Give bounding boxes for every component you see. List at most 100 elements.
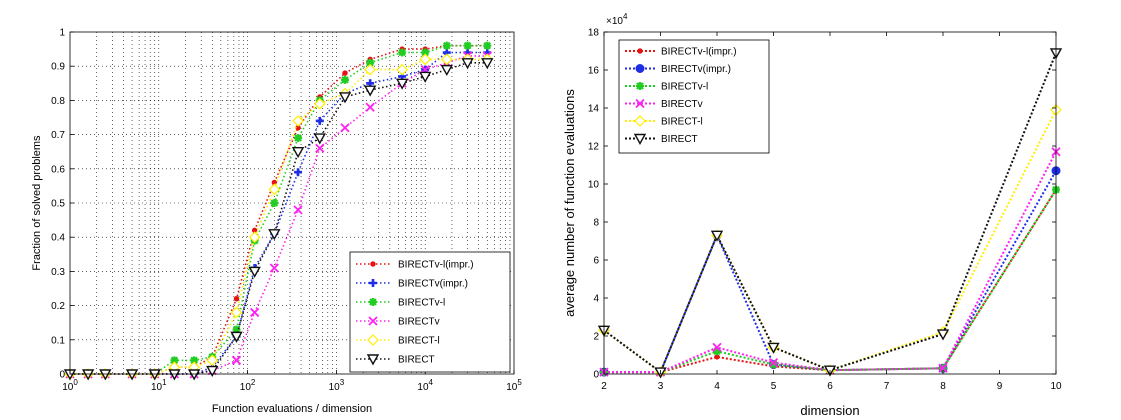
right-x-tick-label: 2 xyxy=(601,381,607,392)
right-legend-marker xyxy=(634,115,646,127)
left-y-tick-label: 0.7 xyxy=(51,130,65,141)
right-x-tick-label: 7 xyxy=(884,381,890,392)
right-x-tick-label: 3 xyxy=(658,381,664,392)
left-y-tick-label: 0.3 xyxy=(51,267,65,278)
left-y-tick-label: 0.6 xyxy=(51,164,65,175)
left-data-point xyxy=(248,266,261,278)
left-data-point xyxy=(233,296,240,302)
left-data-point xyxy=(396,63,408,76)
right-legend-entry: BIRECTv-l xyxy=(661,82,708,93)
left-data-point xyxy=(293,205,303,215)
right-y-multiplier: ×104 xyxy=(606,12,628,27)
left-data-point xyxy=(440,64,453,77)
right-y-tick-label: 2 xyxy=(593,332,599,343)
left-y-tick-label: 0.9 xyxy=(51,62,65,73)
right-data-point xyxy=(712,342,722,353)
right-y-tick-label: 0 xyxy=(593,370,599,381)
chart-right-average-evaluations: 0 2 4 6 8 10 12 14 16 18 2 3 4 5 6 7 8 9 10 ×104 dimension… xyxy=(560,0,1121,420)
left-data-point xyxy=(364,63,377,76)
left-series-line xyxy=(70,44,488,375)
left-legend-marker xyxy=(366,354,380,366)
left-legend-marker xyxy=(367,334,379,346)
left-data-point xyxy=(315,116,324,125)
left-data-point xyxy=(268,229,281,241)
left-data-point xyxy=(270,199,279,207)
left-data-point xyxy=(366,58,375,67)
right-legend-marker xyxy=(633,133,647,145)
right-x-tick-label: 8 xyxy=(940,381,946,392)
left-data-point xyxy=(125,369,139,381)
left-data-point xyxy=(81,369,95,381)
left-y-tick-label: 0.4 xyxy=(51,233,65,244)
left-data-point xyxy=(291,147,305,159)
left-data-point xyxy=(342,70,348,76)
left-data-point xyxy=(206,365,219,378)
left-data-point xyxy=(230,306,243,319)
left-data-point xyxy=(463,41,472,50)
right-data-point xyxy=(767,342,780,354)
right-data-point xyxy=(713,347,721,356)
left-data-point xyxy=(294,168,303,177)
left-data-point xyxy=(206,354,219,367)
left-y-tick-label: 0.5 xyxy=(51,199,65,210)
right-x-tick-label: 10 xyxy=(1050,381,1062,392)
chart-left-performance-profile: 0 0.1 0.2 0.3 0.4 0.5 0.6 0.7 0.8 0.9 1 100 101 102 10… xyxy=(0,0,560,420)
left-data-point xyxy=(442,41,451,50)
left-data-point xyxy=(99,369,112,381)
right-y-tick-label: 4 xyxy=(593,294,599,305)
right-x-tick-label: 5 xyxy=(771,381,777,392)
left-data-point xyxy=(440,53,453,66)
left-data-point xyxy=(232,325,241,334)
left-legend-marker xyxy=(368,316,378,326)
left-legend-entry: BIRECTv-l(impr.) xyxy=(398,260,474,271)
left-legend-entry: BIRECTv xyxy=(398,317,440,328)
left-data-point xyxy=(230,331,243,343)
right-data-point xyxy=(936,329,950,341)
left-data-point xyxy=(481,58,494,70)
left-data-point xyxy=(269,263,279,273)
left-y-tick-label: 0.1 xyxy=(51,335,65,346)
right-y-tick-label: 12 xyxy=(588,142,600,153)
right-data-point xyxy=(769,360,778,369)
left-series-line xyxy=(70,51,488,375)
left-data-point xyxy=(338,92,352,104)
right-data-point xyxy=(938,363,948,373)
left-data-point xyxy=(421,48,430,57)
left-data-point xyxy=(148,369,161,381)
left-y-tick-label: 0 xyxy=(59,370,65,381)
left-y-axis-label: Fraction of solved problems xyxy=(31,135,43,271)
right-y-tick-label: 10 xyxy=(588,180,600,191)
right-x-tick-label: 6 xyxy=(827,381,833,392)
left-y-tick-label: 0.8 xyxy=(51,96,65,107)
left-legend-marker xyxy=(370,261,376,267)
left-legend-marker xyxy=(369,279,377,287)
left-data-point xyxy=(268,183,281,196)
left-data-point xyxy=(341,75,350,84)
left-data-point xyxy=(315,143,325,153)
left-data-point xyxy=(419,71,432,83)
right-data-point xyxy=(714,354,720,360)
right-legend-entry: BIRECT-l xyxy=(661,117,703,128)
left-y-tick-label: 1 xyxy=(59,28,65,39)
left-data-point xyxy=(292,115,304,127)
left-legend-marker xyxy=(369,298,377,306)
left-x-tick-label: 102 xyxy=(240,378,256,393)
left-legend-entry: BIRECTv-l xyxy=(398,298,445,309)
left-data-point xyxy=(483,41,492,50)
left-data-point xyxy=(313,133,326,145)
left-data-point xyxy=(461,58,474,70)
left-x-tick-label: 104 xyxy=(417,378,433,393)
left-data-point xyxy=(248,231,261,244)
right-legend-entry: BIRECT xyxy=(661,134,698,145)
right-legend-entry: BIRECTv xyxy=(661,99,703,110)
left-data-point xyxy=(365,102,375,112)
left-legend-box xyxy=(349,251,511,373)
left-series-BIRECT xyxy=(63,58,494,381)
right-y-tick-label: 14 xyxy=(588,104,600,115)
right-x-tick-label: 4 xyxy=(714,381,720,392)
left-data-point xyxy=(398,48,407,57)
left-legend-entry: BIRECTv(impr.) xyxy=(398,279,468,290)
left-data-point xyxy=(419,53,432,66)
right-y-tick-label: 8 xyxy=(593,218,599,229)
right-x-axis-label: dimension xyxy=(800,403,859,418)
